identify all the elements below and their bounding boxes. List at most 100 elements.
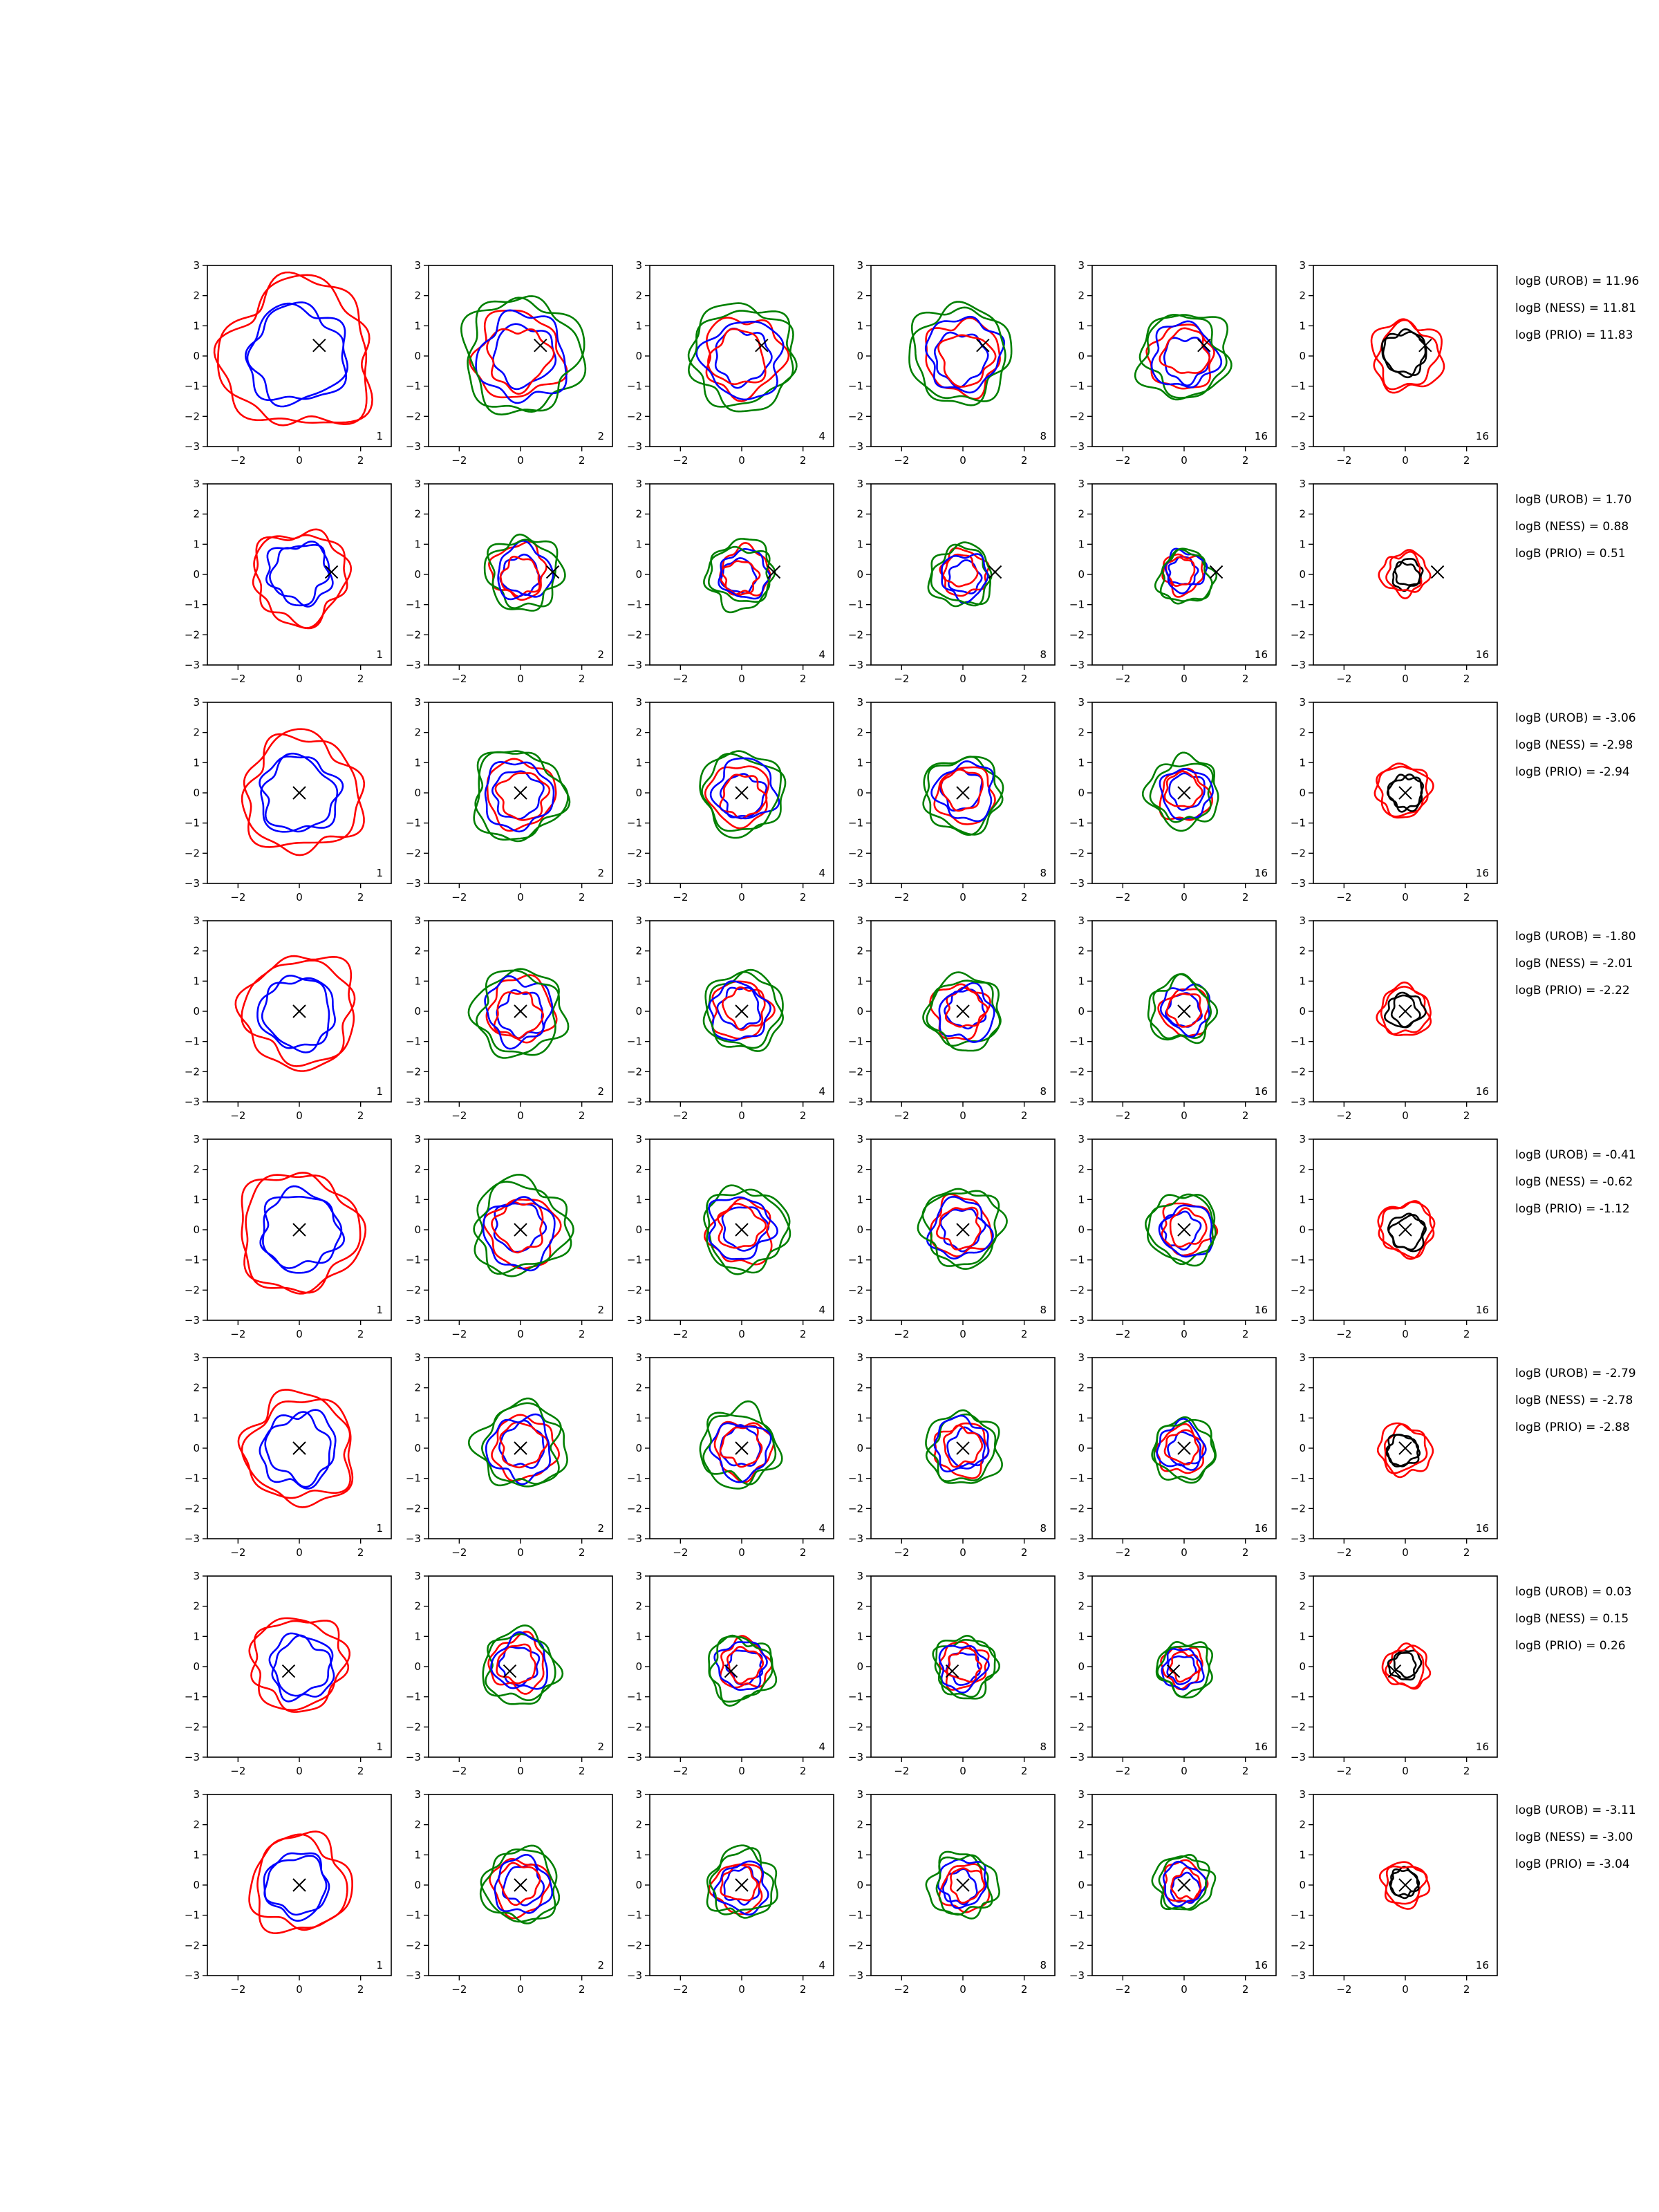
- x-tick-label: 2: [1463, 1328, 1470, 1340]
- contour-group: [1141, 751, 1219, 832]
- y-tick-label: 1: [414, 1193, 421, 1206]
- y-tick-label: 1: [856, 1412, 863, 1424]
- contour-group: [925, 1850, 1000, 1920]
- y-tick-label: 3: [193, 915, 200, 927]
- subplot-corner-label: 1: [376, 1741, 383, 1753]
- contour-group: [699, 1400, 783, 1490]
- true-value-marker: [735, 1878, 749, 1892]
- y-tick-label: 2: [1078, 1382, 1085, 1394]
- y-tick-label: −1: [406, 817, 421, 830]
- contour-line: [1151, 1855, 1210, 1911]
- true-value-marker: [735, 1441, 749, 1455]
- y-tick-label: 3: [856, 1133, 863, 1145]
- subplot-corner-label: 8: [1040, 648, 1047, 661]
- y-tick-label: 1: [1299, 756, 1306, 769]
- y-tick-label: 0: [856, 568, 863, 581]
- y-tick-label: 0: [856, 1005, 863, 1018]
- y-tick-label: 1: [856, 975, 863, 987]
- contour-line: [473, 751, 569, 843]
- true-value-marker: [767, 565, 781, 579]
- x-tick-label: 0: [296, 1765, 303, 1777]
- contour-line: [910, 306, 1013, 406]
- subplot-corner-label: 2: [597, 1959, 604, 1971]
- contour-line: [1166, 1655, 1197, 1686]
- true-value-marker: [945, 1664, 959, 1678]
- logb-label: logB (NESS) = 11.81: [1515, 301, 1636, 315]
- y-tick-label: 0: [856, 350, 863, 362]
- contour-line: [1155, 1640, 1210, 1698]
- x-tick-label: 2: [1021, 1546, 1028, 1559]
- y-tick-label: 2: [1299, 290, 1306, 302]
- x-tick-label: −2: [894, 1546, 909, 1559]
- contour-line: [925, 1850, 993, 1916]
- y-tick-label: 2: [193, 290, 200, 302]
- contour-line: [917, 1188, 1000, 1267]
- y-tick-label: 1: [1078, 1630, 1085, 1642]
- y-tick-label: 3: [193, 478, 200, 490]
- contour-line: [944, 986, 988, 1028]
- contour-line: [1381, 1642, 1425, 1689]
- contour-line: [271, 1634, 335, 1703]
- y-tick-label: −3: [627, 440, 642, 453]
- y-tick-label: 3: [193, 1788, 200, 1801]
- y-tick-label: −3: [185, 877, 200, 890]
- x-tick-label: 2: [579, 1983, 585, 1996]
- x-tick-label: −2: [894, 1983, 909, 1996]
- y-tick-label: 1: [635, 756, 642, 769]
- subplot-corner-label: 8: [1040, 1304, 1047, 1316]
- contour-line: [493, 991, 544, 1040]
- x-tick-label: 0: [738, 891, 745, 903]
- y-tick-label: 3: [856, 1351, 863, 1364]
- x-tick-label: 2: [1021, 1765, 1028, 1777]
- logb-label: logB (PRIO) = 11.83: [1515, 328, 1633, 342]
- x-tick-label: 0: [1402, 1109, 1409, 1122]
- x-tick-label: −2: [894, 1328, 909, 1340]
- y-tick-label: 2: [193, 508, 200, 521]
- contour-line: [491, 1414, 560, 1482]
- true-value-marker: [1398, 1878, 1412, 1892]
- contour-line: [1154, 548, 1213, 605]
- subplot-corner-label: 1: [376, 1522, 383, 1535]
- contour-group: [248, 1617, 350, 1713]
- y-tick-label: 1: [856, 756, 863, 769]
- x-tick-label: −2: [1115, 1328, 1130, 1340]
- subplot-corner-label: 1: [376, 1304, 383, 1316]
- y-tick-label: −2: [406, 847, 421, 859]
- y-tick-label: 1: [1299, 538, 1306, 550]
- subplot-corner-label: 8: [1040, 1959, 1047, 1971]
- y-tick-label: −3: [848, 1533, 863, 1545]
- y-tick-label: 2: [635, 945, 642, 957]
- y-tick-label: −1: [185, 1254, 200, 1266]
- x-tick-label: 2: [1463, 1765, 1470, 1777]
- y-tick-label: 0: [1078, 568, 1085, 581]
- contour-line: [687, 310, 798, 413]
- contour-line: [717, 1202, 767, 1249]
- y-tick-label: −3: [627, 1096, 642, 1108]
- subplot-corner-label: 1: [376, 430, 383, 442]
- y-tick-label: −2: [185, 847, 200, 859]
- y-tick-label: 1: [414, 538, 421, 550]
- logb-label: logB (UROB) = -3.11: [1515, 1803, 1636, 1817]
- contour-line: [1161, 1647, 1205, 1691]
- subplot-r6-c5: −3 −2 −1 0 1 2 3 −2 0 2 16: [1069, 1351, 1277, 1559]
- y-tick-label: 0: [1078, 787, 1085, 799]
- subplot-corner-label: 1: [376, 1085, 383, 1098]
- subplot-corner-label: 16: [1255, 1741, 1268, 1753]
- y-tick-label: 3: [1299, 915, 1306, 927]
- y-tick-label: −2: [406, 1939, 421, 1951]
- y-tick-label: −2: [627, 847, 642, 859]
- y-tick-label: −2: [1291, 1939, 1306, 1951]
- contour-line: [713, 1860, 769, 1916]
- y-tick-label: 3: [856, 915, 863, 927]
- y-tick-label: −1: [848, 380, 863, 393]
- y-tick-label: −3: [848, 440, 863, 453]
- logb-label: logB (PRIO) = -3.04: [1515, 1857, 1630, 1871]
- y-tick-label: −2: [848, 1721, 863, 1733]
- x-tick-label: −2: [894, 454, 909, 467]
- y-tick-label: −2: [848, 847, 863, 859]
